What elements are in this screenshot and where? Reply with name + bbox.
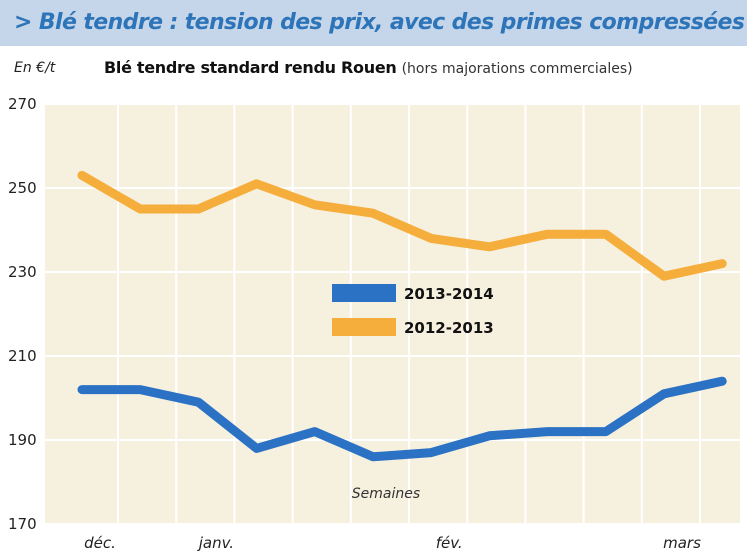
- data-point: [81, 174, 83, 176]
- data-point: [256, 183, 258, 185]
- y-tick-label: 190: [8, 431, 37, 449]
- x-tick-label: mars: [663, 534, 701, 552]
- series-line-2012-2013: [77, 170, 727, 281]
- data-point: [605, 431, 607, 433]
- data-point: [372, 212, 374, 214]
- data-point: [197, 208, 199, 210]
- x-axis-label: Semaines: [352, 486, 420, 502]
- x-tick-labels: déc. janv. fév. mars: [84, 534, 701, 552]
- legend-swatch-2012-2013: [332, 318, 396, 336]
- x-tick-label: déc.: [84, 534, 116, 552]
- y-tick-label: 170: [8, 515, 37, 533]
- series-line-2013-2014: [77, 376, 727, 462]
- data-point: [488, 435, 490, 437]
- y-tick-label: 250: [8, 179, 37, 197]
- y-tick-label: 230: [8, 263, 37, 281]
- data-point: [430, 452, 432, 454]
- data-point: [314, 204, 316, 206]
- data-point: [314, 431, 316, 433]
- legend-label-2013-2014: 2013-2014: [404, 285, 494, 303]
- data-point: [721, 380, 723, 382]
- data-point: [488, 246, 490, 248]
- legend-swatch-2013-2014: [332, 284, 396, 302]
- subtitle-main: Blé tendre standard rendu Rouen: [104, 58, 397, 77]
- chart-subtitle: Blé tendre standard rendu Rouen (hors ma…: [104, 58, 633, 77]
- headline: > Blé tendre : tension des prix, avec de…: [0, 0, 747, 46]
- data-point: [430, 237, 432, 239]
- y-tick-label: 210: [8, 347, 37, 365]
- data-point: [81, 389, 83, 391]
- data-point: [605, 233, 607, 235]
- data-point: [372, 456, 374, 458]
- plot-background: [45, 104, 740, 524]
- data-point: [663, 275, 665, 277]
- data-point: [197, 401, 199, 403]
- x-tick-label: janv.: [197, 534, 234, 552]
- data-point: [139, 389, 141, 391]
- unit-label: En €/t: [14, 60, 56, 76]
- x-tick-label: fév.: [436, 534, 463, 552]
- data-point: [663, 393, 665, 395]
- y-tick-labels: 170 190 210 230 250 270: [8, 95, 37, 533]
- data-point: [547, 233, 549, 235]
- y-tick-label: 270: [8, 95, 37, 113]
- legend-label-2012-2013: 2012-2013: [404, 319, 494, 337]
- data-point: [256, 447, 258, 449]
- data-point: [547, 431, 549, 433]
- data-point: [139, 208, 141, 210]
- data-point: [721, 263, 723, 265]
- series-lines: [77, 170, 727, 462]
- subtitle-note: (hors majorations commerciales): [401, 61, 633, 77]
- legend: 2013-2014 2012-2013: [332, 284, 494, 337]
